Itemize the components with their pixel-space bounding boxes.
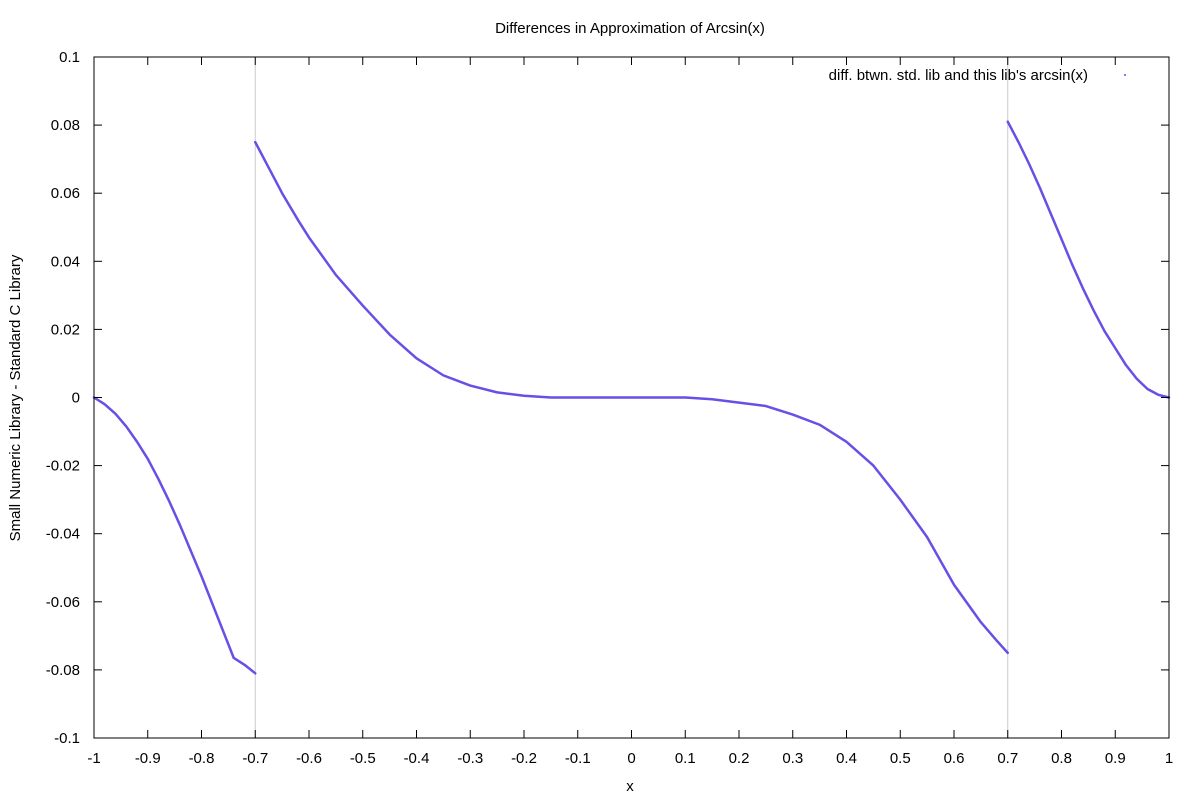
y-tick-label: -0.1 (54, 730, 80, 747)
y-tick-label: -0.02 (46, 458, 80, 475)
x-tick-label: 0.6 (944, 750, 965, 767)
x-tick-label: 0.2 (729, 750, 750, 767)
chart-title: Differences in Approximation of Arcsin(x… (495, 20, 765, 37)
x-tick-label: 0.4 (836, 750, 857, 767)
y-tick-label: -0.04 (46, 526, 80, 543)
x-axis-label: x (626, 778, 634, 795)
y-tick-label: -0.06 (46, 594, 80, 611)
series-0-segment-1 (254, 140, 1009, 655)
x-axis-ticks: -1 -0.9 -0.8 -0.7 -0.6 -0.5 -0.4 -0.3 -0.2 -0.1 0 0… (87, 57, 1173, 767)
x-tick-label: 0 (627, 750, 635, 767)
legend-marker (1124, 74, 1126, 76)
y-tick-label: 0.04 (51, 253, 80, 270)
y-axis-label: Small Numeric Library - Standard C Libra… (7, 254, 24, 541)
y-tick-label: 0.08 (51, 117, 80, 134)
x-tick-label: 0.7 (997, 750, 1018, 767)
y-tick-label: 0.1 (59, 49, 80, 66)
series-0-segment-0 (92, 396, 257, 675)
x-tick-label: -0.7 (242, 750, 268, 767)
y-tick-label: 0.06 (51, 185, 80, 202)
x-tick-label: 0.8 (1051, 750, 1072, 767)
y-tick-label: 0.02 (51, 321, 80, 338)
x-tick-label: -0.5 (350, 750, 376, 767)
x-tick-label: 1 (1165, 750, 1173, 767)
legend: diff. btwn. std. lib and this lib's arcs… (829, 67, 1126, 84)
x-tick-label: 0.1 (675, 750, 696, 767)
x-tick-label: -0.8 (189, 750, 215, 767)
x-tick-label: 0.3 (782, 750, 803, 767)
data-series (92, 120, 1171, 675)
y-axis-ticks: 0.1 0.08 0.06 0.04 0.02 0 -0.02 -0.04 -0.06 -0.08… (46, 49, 1169, 747)
x-tick-label: -0.3 (457, 750, 483, 767)
x-tick-label: 0.9 (1105, 750, 1126, 767)
x-tick-label: -0.4 (404, 750, 430, 767)
y-tick-label: -0.08 (46, 662, 80, 679)
vertical-reference-lines (254, 57, 1009, 738)
y-tick-label: 0 (72, 390, 80, 407)
x-tick-label: -0.9 (135, 750, 161, 767)
x-tick-label: -0.6 (296, 750, 322, 767)
legend-label: diff. btwn. std. lib and this lib's arcs… (829, 67, 1088, 84)
x-tick-label: 0.5 (890, 750, 911, 767)
series-0-segment-2 (1006, 120, 1171, 399)
x-tick-label: -1 (87, 750, 100, 767)
x-tick-label: -0.1 (565, 750, 591, 767)
x-tick-label: -0.2 (511, 750, 537, 767)
